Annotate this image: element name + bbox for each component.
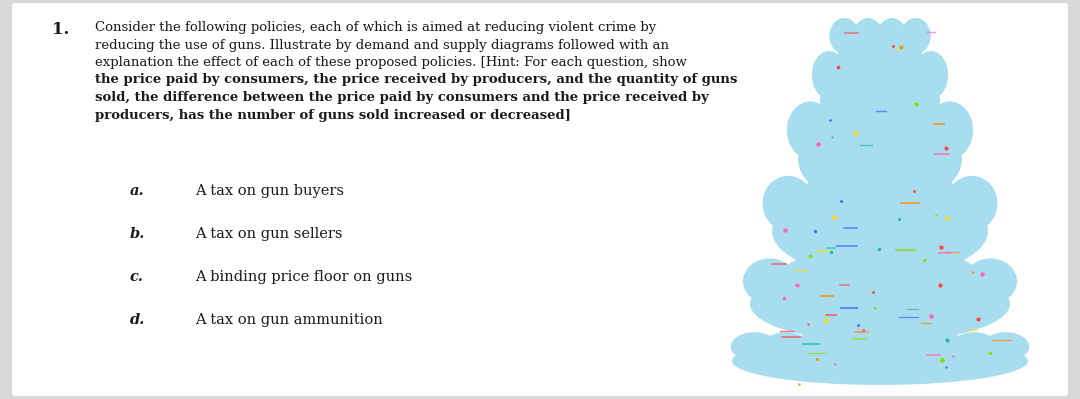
Ellipse shape xyxy=(888,332,935,361)
Ellipse shape xyxy=(816,259,869,304)
Text: b.: b. xyxy=(130,227,146,241)
Text: A tax on gun buyers: A tax on gun buyers xyxy=(195,184,345,198)
Ellipse shape xyxy=(812,51,846,99)
Text: reducing the use of guns. Illustrate by demand and supply diagrams followed with: reducing the use of guns. Illustrate by … xyxy=(95,38,669,51)
Ellipse shape xyxy=(772,185,988,277)
Ellipse shape xyxy=(901,18,931,54)
Text: producers, has the number of guns sold increased or decreased]: producers, has the number of guns sold i… xyxy=(95,109,571,122)
Ellipse shape xyxy=(762,176,814,231)
Ellipse shape xyxy=(731,332,778,361)
Ellipse shape xyxy=(889,51,922,99)
Text: sold, the difference between the price paid by consumers and the price received : sold, the difference between the price p… xyxy=(95,91,708,104)
Ellipse shape xyxy=(787,101,834,159)
Ellipse shape xyxy=(856,101,904,159)
Ellipse shape xyxy=(853,18,883,54)
Ellipse shape xyxy=(914,51,948,99)
Ellipse shape xyxy=(853,259,906,304)
Ellipse shape xyxy=(762,332,809,361)
Ellipse shape xyxy=(822,101,868,159)
Ellipse shape xyxy=(780,259,833,304)
Ellipse shape xyxy=(838,24,922,84)
Text: c.: c. xyxy=(130,270,144,284)
Text: d.: d. xyxy=(130,313,146,327)
Ellipse shape xyxy=(873,176,924,231)
Text: A tax on gun sellers: A tax on gun sellers xyxy=(195,227,342,241)
Ellipse shape xyxy=(890,259,943,304)
Ellipse shape xyxy=(836,176,888,231)
Ellipse shape xyxy=(983,332,1029,361)
Ellipse shape xyxy=(856,332,904,361)
Text: explanation the effect of each of these proposed policies. [Hint: For each quest: explanation the effect of each of these … xyxy=(95,56,687,69)
Ellipse shape xyxy=(732,337,1028,385)
Text: the price paid by consumers, the price received by producers, and the quantity o: the price paid by consumers, the price r… xyxy=(95,73,738,87)
FancyBboxPatch shape xyxy=(12,3,1068,396)
Ellipse shape xyxy=(919,332,967,361)
Text: A tax on gun ammunition: A tax on gun ammunition xyxy=(195,313,382,327)
Ellipse shape xyxy=(946,176,998,231)
Ellipse shape xyxy=(798,111,962,207)
Ellipse shape xyxy=(794,332,840,361)
Ellipse shape xyxy=(950,332,998,361)
Ellipse shape xyxy=(909,176,961,231)
Ellipse shape xyxy=(820,59,940,139)
Ellipse shape xyxy=(927,259,981,304)
Ellipse shape xyxy=(750,266,1010,342)
Ellipse shape xyxy=(863,51,897,99)
Text: 1.: 1. xyxy=(52,21,69,38)
Ellipse shape xyxy=(891,101,939,159)
Ellipse shape xyxy=(877,18,907,54)
Ellipse shape xyxy=(743,259,796,304)
Ellipse shape xyxy=(964,259,1017,304)
Text: A binding price floor on guns: A binding price floor on guns xyxy=(195,270,413,284)
Text: a.: a. xyxy=(130,184,145,198)
Ellipse shape xyxy=(829,18,860,54)
Ellipse shape xyxy=(825,332,872,361)
Ellipse shape xyxy=(837,51,872,99)
Ellipse shape xyxy=(927,101,973,159)
Text: Consider the following policies, each of which is aimed at reducing violent crim: Consider the following policies, each of… xyxy=(95,21,657,34)
Ellipse shape xyxy=(799,176,851,231)
